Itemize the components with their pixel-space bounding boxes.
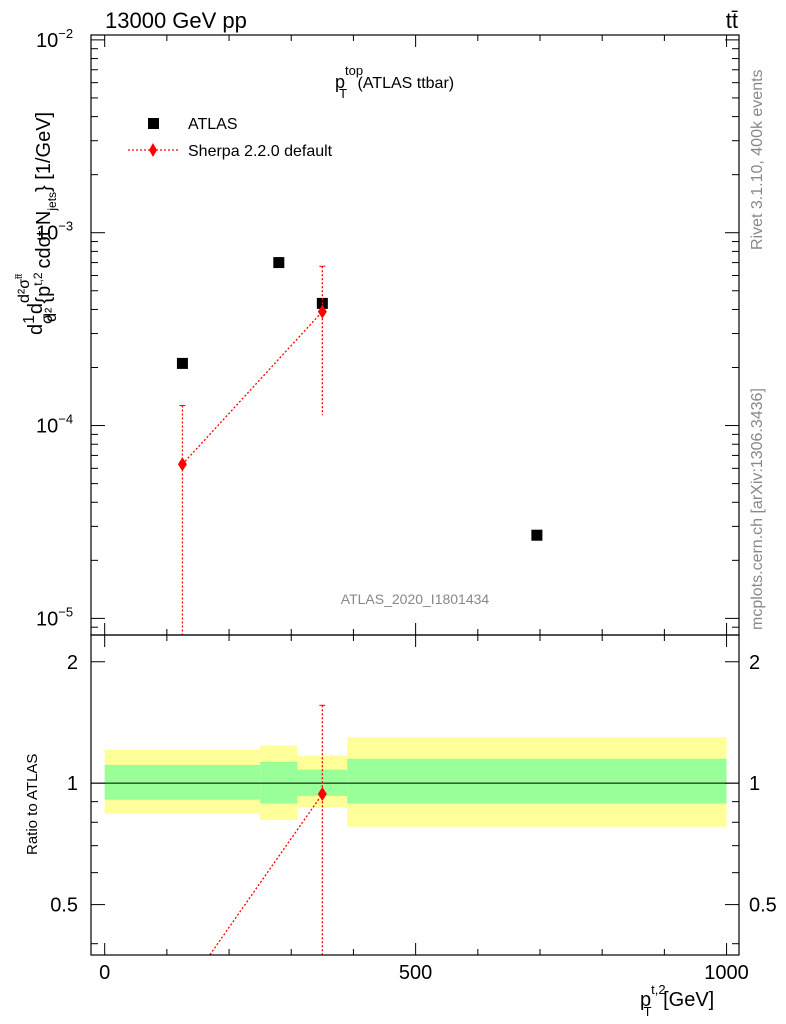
ylabel-d2b: d² xyxy=(43,307,60,322)
mcplots-label: mcplots.cern.ch [arXiv:1306.3436] xyxy=(749,388,766,630)
ylabel-d2: d xyxy=(25,303,47,314)
y-tick-label: 10−3 xyxy=(36,219,73,245)
sherpa-ratio-point xyxy=(317,787,327,802)
x-tick-label: 0 xyxy=(99,962,110,984)
y-tick-label-left: 2 xyxy=(67,652,78,674)
ylabel-mid2: cdot N xyxy=(33,211,55,269)
sherpa-line xyxy=(181,311,323,465)
uncertainty-band-green xyxy=(347,758,727,804)
rivet-label: Rivet 3.1.10, 400k events xyxy=(749,69,766,250)
legend-sherpa-label: Sherpa 2.2.0 default xyxy=(188,143,333,160)
svg-text:d1σdd²σt̄t̄d²{pt,2cdot Njets}: d1σdd²σt̄t̄d²{pt,2cdot Njets} [1/GeV] xyxy=(14,112,60,335)
atlas-data-point xyxy=(273,257,285,269)
legend: ATLAS Sherpa 2.2.0 default xyxy=(128,116,333,160)
ratio-plot-ticks: 0 500 1000 0.5 0.5 1 1 2 2 xyxy=(50,635,777,984)
uncertainty-band-green xyxy=(104,764,261,800)
ylabel-jets: jets xyxy=(45,192,59,212)
title-sup: top xyxy=(345,63,363,78)
legend-sherpa-marker xyxy=(149,143,157,157)
ratio-plot-border xyxy=(90,634,740,956)
legend-atlas-marker xyxy=(148,118,159,129)
atlas-data-point xyxy=(531,529,543,541)
ylabel-frac-bot: σ xyxy=(39,314,56,324)
legend-atlas-label: ATLAS xyxy=(188,116,238,133)
ratio-band-layer xyxy=(91,704,739,955)
ylabel-mid: {p xyxy=(33,286,55,304)
sherpa-data-point xyxy=(317,304,327,319)
y-tick-label: 10−2 xyxy=(36,26,73,52)
y-tick-label: 10−4 xyxy=(36,412,73,438)
atlas-data-point xyxy=(176,357,188,369)
xlabel-rest: [GeV] xyxy=(658,989,715,1011)
band-layer xyxy=(176,257,543,635)
y-tick-label-right: 2 xyxy=(749,652,760,674)
y-tick-label-left: 1 xyxy=(67,773,78,795)
main-plot-ylabel: d1σdd²σt̄t̄d²{pt,2cdot Njets} [1/GeV] xyxy=(14,112,60,335)
ratio-ylabel: Ratio to ATLAS xyxy=(24,754,41,855)
header-left-label: 13000 GeV pp xyxy=(105,8,247,33)
x-tick-label: 1000 xyxy=(704,962,749,984)
ylabel-right: } [1/GeV] xyxy=(33,112,55,192)
ylabel-t2: t,2 xyxy=(31,272,45,286)
y-tick-label-left: 0.5 xyxy=(50,895,78,917)
title-main: p xyxy=(335,72,345,92)
y-tick-label: 10−5 xyxy=(36,604,73,630)
ylabel-frac-top: 1 xyxy=(21,315,38,324)
xlabel-sub: T xyxy=(644,1004,652,1019)
analysis-watermark: ATLAS_2020_I1801434 xyxy=(341,591,490,607)
sherpa-ratio-line xyxy=(208,793,323,955)
ratio-xlabel: pt,2 T [GeV] xyxy=(640,982,714,1019)
ylabel-sigsup: t̄t̄ xyxy=(14,273,24,280)
sherpa-data-point xyxy=(177,457,187,472)
ylabel-d: d xyxy=(25,324,47,335)
title-rest: (ATLAS ttbar) xyxy=(353,75,454,92)
main-plot-title: ptop T (ATLAS ttbar) xyxy=(335,63,454,101)
xlabel-main: p xyxy=(640,989,651,1011)
ylabel-sigma: d²σ xyxy=(16,279,33,303)
header-right-label: tt̄ xyxy=(726,8,738,33)
y-tick-label-right: 1 xyxy=(749,773,760,795)
ratio-plot-frame xyxy=(90,634,740,956)
main-plot-ticks: 10−2 10−3 10−4 10−5 xyxy=(36,26,739,635)
x-tick-label: 500 xyxy=(399,962,432,984)
y-tick-label-right: 0.5 xyxy=(749,895,777,917)
title-sub: T xyxy=(339,86,347,101)
xlabel-sup: t,2 xyxy=(651,982,665,997)
